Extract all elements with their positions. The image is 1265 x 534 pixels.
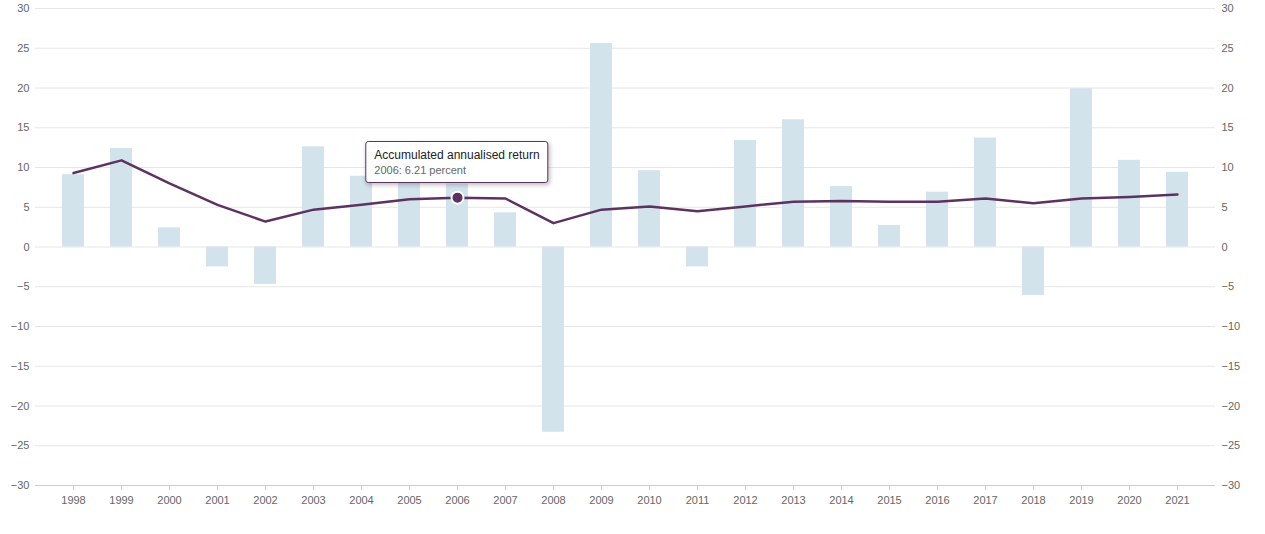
svg-text:2012: 2012 [733, 494, 757, 506]
svg-text:1998: 1998 [61, 494, 85, 506]
svg-text:5: 5 [23, 201, 29, 213]
svg-text:2020: 2020 [1117, 494, 1141, 506]
svg-text:2010: 2010 [637, 494, 661, 506]
svg-text:2018: 2018 [1021, 494, 1045, 506]
svg-text:0: 0 [1222, 241, 1228, 253]
svg-text:−20: −20 [11, 400, 30, 412]
svg-text:5: 5 [1222, 201, 1228, 213]
html-text:2006: 6.21 percent: 2006: 6.21 percent [374, 164, 466, 177]
svg-text:−5: −5 [17, 280, 30, 292]
svg-text:−30: −30 [11, 479, 30, 491]
svg-text:10: 10 [1222, 161, 1234, 173]
svg-text:2014: 2014 [829, 494, 853, 506]
svg-text:2004: 2004 [349, 494, 373, 506]
svg-text:−10: −10 [1222, 320, 1241, 332]
svg-text:2015: 2015 [877, 494, 901, 506]
svg-text:−25: −25 [11, 439, 30, 451]
svg-text:2013: 2013 [781, 494, 805, 506]
svg-text:2011: 2011 [686, 494, 710, 506]
svg-text:2001: 2001 [205, 494, 229, 506]
svg-text:20: 20 [1222, 82, 1234, 94]
svg-text:2000: 2000 [157, 494, 181, 506]
svg-text:2021: 2021 [1165, 494, 1189, 506]
svg-text:−30: −30 [1222, 479, 1241, 491]
svg-text:2016: 2016 [925, 494, 949, 506]
svg-text:−20: −20 [1222, 400, 1241, 412]
svg-text:10: 10 [17, 161, 29, 173]
svg-text:2017: 2017 [973, 494, 997, 506]
svg-text:2019: 2019 [1069, 494, 1093, 506]
svg-text:25: 25 [17, 42, 29, 54]
svg-text:2009: 2009 [589, 494, 613, 506]
html-text:Accumulated annualised return: Accumulated annualised return [374, 148, 540, 163]
svg-text:2008: 2008 [541, 494, 565, 506]
svg-text:−25: −25 [1222, 439, 1241, 451]
svg-text:2007: 2007 [493, 494, 517, 506]
svg-text:25: 25 [1222, 42, 1234, 54]
svg-text:2002: 2002 [253, 494, 277, 506]
svg-text:15: 15 [1222, 121, 1234, 133]
svg-text:−5: −5 [1222, 280, 1235, 292]
svg-text:2006: 2006 [445, 494, 469, 506]
svg-text:−15: −15 [1222, 360, 1241, 372]
svg-text:−15: −15 [11, 360, 30, 372]
svg-text:−10: −10 [11, 320, 30, 332]
svg-text:20: 20 [17, 82, 29, 94]
svg-text:15: 15 [17, 121, 29, 133]
svg-text:30: 30 [17, 2, 29, 14]
svg-text:0: 0 [23, 241, 29, 253]
svg-text:2003: 2003 [301, 494, 325, 506]
svg-text:2005: 2005 [397, 494, 421, 506]
svg-text:30: 30 [1222, 2, 1234, 14]
svg-text:1999: 1999 [109, 494, 133, 506]
